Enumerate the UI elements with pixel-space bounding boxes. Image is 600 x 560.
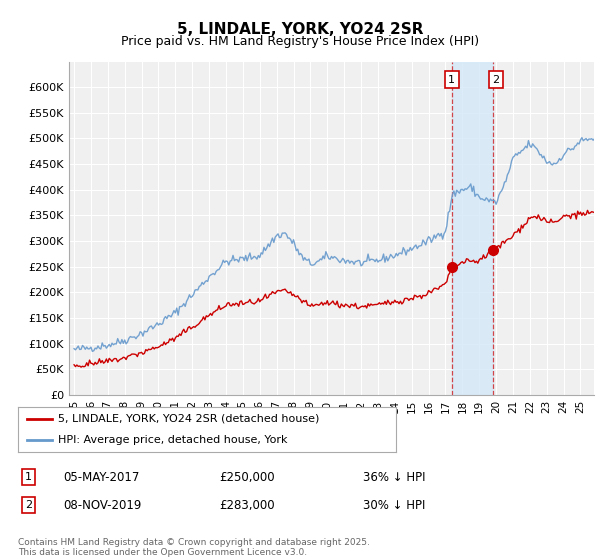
Text: 2: 2 [493, 74, 499, 85]
Text: 36% ↓ HPI: 36% ↓ HPI [363, 470, 425, 484]
Text: 05-MAY-2017: 05-MAY-2017 [63, 470, 139, 484]
Text: 5, LINDALE, YORK, YO24 2SR (detached house): 5, LINDALE, YORK, YO24 2SR (detached hou… [58, 414, 319, 424]
Text: 30% ↓ HPI: 30% ↓ HPI [363, 498, 425, 512]
Text: 2: 2 [25, 500, 32, 510]
Text: Price paid vs. HM Land Registry's House Price Index (HPI): Price paid vs. HM Land Registry's House … [121, 35, 479, 48]
Text: £283,000: £283,000 [219, 498, 275, 512]
Text: Contains HM Land Registry data © Crown copyright and database right 2025.
This d: Contains HM Land Registry data © Crown c… [18, 538, 370, 557]
Text: 1: 1 [25, 472, 32, 482]
Text: 1: 1 [448, 74, 455, 85]
Text: £250,000: £250,000 [219, 470, 275, 484]
Text: HPI: Average price, detached house, York: HPI: Average price, detached house, York [58, 435, 287, 445]
Text: 5, LINDALE, YORK, YO24 2SR: 5, LINDALE, YORK, YO24 2SR [177, 22, 423, 38]
Text: 08-NOV-2019: 08-NOV-2019 [63, 498, 142, 512]
Bar [452, 62, 493, 395]
